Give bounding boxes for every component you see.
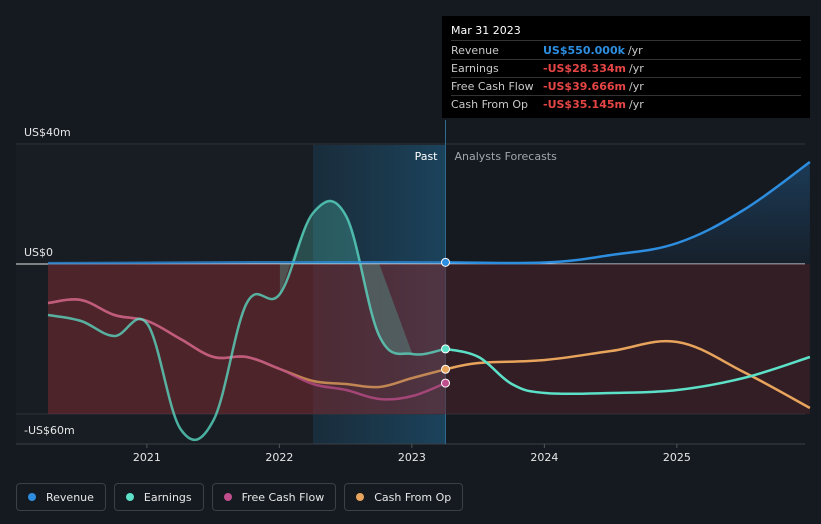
legend-item-revenue[interactable]: Revenue: [16, 483, 106, 511]
tooltip-unit: /yr: [627, 44, 643, 57]
legend-item-cash-from-op[interactable]: Cash From Op: [344, 483, 464, 511]
past-negative-area: [48, 264, 446, 414]
legend-item-earnings[interactable]: Earnings: [113, 483, 204, 511]
revenue-area: [48, 162, 810, 264]
x-tick-label: 2024: [530, 451, 558, 464]
tooltip-row-revenue: Revenue US$550.000k /yr: [451, 42, 801, 60]
tooltip-label: Earnings: [451, 62, 499, 75]
earnings-forecast-line: [445, 347, 811, 396]
legend-dot-icon: [223, 493, 232, 501]
revenue-point: [441, 257, 450, 267]
tooltip-value: US$550.000k: [543, 44, 625, 57]
legend-item-free-cash-flow[interactable]: Free Cash Flow: [211, 483, 337, 511]
tooltip-unit: /yr: [628, 80, 644, 93]
x-tick-label: 2022: [265, 451, 293, 464]
legend-dot-icon: [356, 493, 365, 501]
tooltip-row-earnings: Earnings -US$28.334m /yr: [451, 60, 801, 78]
tooltip-value: -US$39.666m: [543, 80, 626, 93]
free-cash-flow-past-line: [47, 298, 446, 401]
forecast-label: Analysts Forecasts: [455, 150, 558, 163]
chart-text: US$40m US$0 -US$60m 2021 2022 2023 2024 2025 Pas…: [24, 126, 691, 464]
tooltip-unit: /yr: [628, 62, 644, 75]
x-tick-label: 2021: [133, 451, 161, 464]
legend-dot-icon: [125, 493, 134, 501]
tooltip: Mar 31 2023 Revenue US$550.000k /yr Earn…: [442, 16, 810, 118]
chart-lines: [47, 160, 811, 441]
tooltip-unit: /yr: [628, 98, 644, 111]
tooltip-row-free-cash-flow: Free Cash Flow -US$39.666m /yr: [451, 78, 801, 96]
tooltip-row-cash-from-op: Cash From Op -US$35.145m /yr: [451, 96, 801, 113]
legend-label: Earnings: [143, 490, 192, 504]
free-cash-flow-point: [441, 378, 450, 388]
earnings-past-line: [47, 199, 446, 441]
earnings-positive-area: [279, 200, 413, 354]
x-tick-label: 2023: [398, 451, 426, 464]
tooltip-label: Revenue: [451, 44, 499, 57]
legend: Revenue Earnings Free Cash Flow Cash Fro…: [16, 483, 464, 511]
x-tick-label: 2025: [663, 451, 691, 464]
legend-label: Revenue: [46, 490, 94, 504]
forecast-negative-area: [445, 264, 810, 414]
cash-from-op-point: [441, 364, 450, 374]
revenue-forecast-line: [445, 160, 811, 265]
chart-points: [441, 257, 450, 388]
past-label: Past: [415, 150, 439, 163]
earnings-point: [441, 344, 450, 354]
y-tick-label: US$0: [24, 246, 53, 259]
tooltip-value: -US$28.334m: [543, 62, 626, 75]
y-tick-label: US$40m: [24, 126, 71, 139]
tooltip-date: Mar 31 2023: [451, 22, 801, 41]
legend-label: Cash From Op: [374, 490, 452, 504]
tooltip-value: -US$35.145m: [543, 98, 626, 111]
tooltip-label: Cash From Op: [451, 98, 529, 111]
legend-label: Free Cash Flow: [241, 490, 325, 504]
tooltip-label: Free Cash Flow: [451, 80, 534, 93]
y-tick-label: -US$60m: [24, 424, 75, 437]
chart-areas: [48, 162, 810, 414]
legend-dot-icon: [28, 493, 36, 501]
cash-from-op-forecast-line: [445, 339, 811, 410]
revenue-past-line: [47, 260, 446, 265]
